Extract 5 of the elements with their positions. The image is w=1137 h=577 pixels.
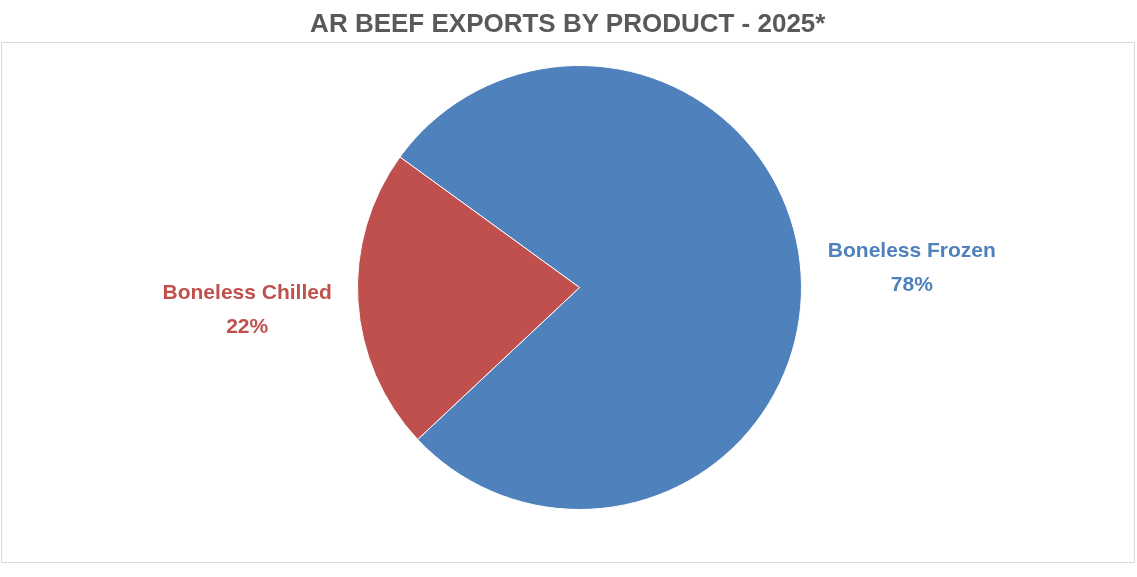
data-label: 78% bbox=[890, 272, 934, 296]
chart-title: AR BEEF EXPORTS BY PRODUCT - 2025* bbox=[310, 7, 827, 38]
slice-label: Boneless Chilled bbox=[162, 279, 332, 303]
slice-label: Boneless Frozen bbox=[827, 237, 996, 261]
data-label: 22% bbox=[226, 314, 269, 338]
